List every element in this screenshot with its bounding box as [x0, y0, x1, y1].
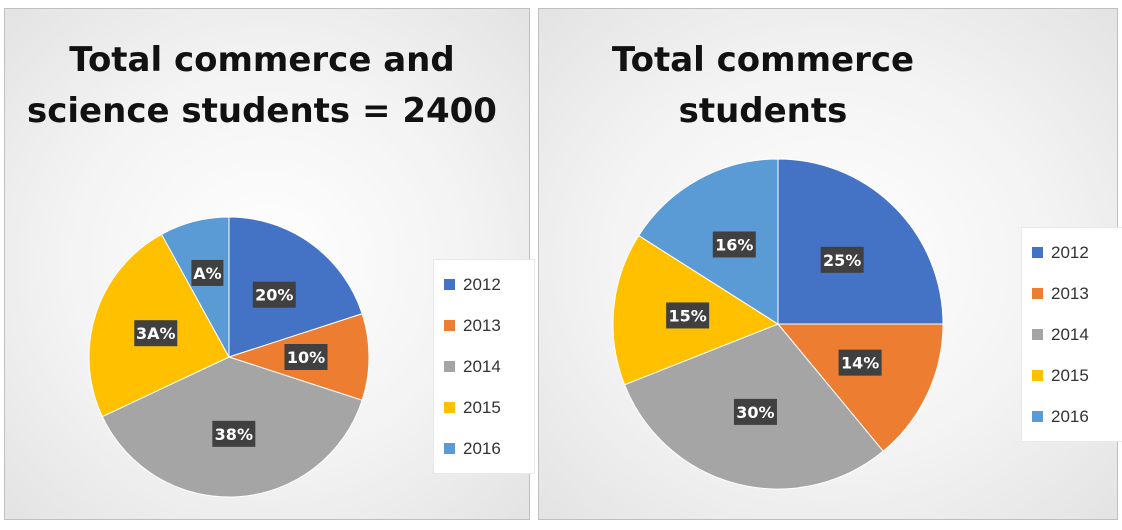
svg-text:16%: 16%	[715, 235, 753, 254]
legend-swatch	[1032, 370, 1043, 381]
chart-panel-right: Total commerce students 25% 14% 30% 15% 16% …	[538, 8, 1122, 520]
legend-swatch	[444, 320, 455, 331]
data-label-2015: 3A%	[134, 320, 178, 347]
data-label-2013: 14%	[838, 349, 882, 376]
legend-swatch	[1032, 411, 1043, 422]
legend-swatch	[444, 443, 455, 454]
svg-text:30%: 30%	[736, 403, 774, 422]
data-label-2015: 15%	[666, 302, 710, 329]
data-label-2014: 30%	[733, 398, 777, 425]
data-label-2013: 10%	[284, 344, 328, 370]
legend-item-2016: 2016	[1032, 396, 1112, 437]
chart-legend: 2012 2013 2014 2015 2016	[433, 259, 535, 474]
legend-swatch	[444, 361, 455, 372]
data-label-2016: 16%	[712, 231, 756, 258]
chart-title: Total commerce students	[611, 40, 915, 131]
legend-label: 2015	[463, 397, 501, 417]
legend-item-2012: 2012	[444, 264, 524, 305]
pie-slice-2016	[637, 158, 779, 325]
svg-text:3A%: 3A%	[136, 324, 176, 343]
data-label-2014: 38%	[212, 420, 256, 447]
legend-label: 2016	[463, 438, 501, 458]
legend-label: 2012	[1051, 242, 1089, 262]
data-label-2012: 25%	[820, 246, 864, 273]
legend-label: 2016	[1051, 406, 1089, 426]
svg-text:15%: 15%	[669, 306, 707, 325]
legend-swatch	[444, 402, 455, 413]
legend-item-2013: 2013	[1032, 273, 1112, 314]
legend-item-2016: 2016	[444, 428, 524, 469]
legend-item-2012: 2012	[1032, 232, 1112, 273]
legend-item-2015: 2015	[444, 387, 524, 428]
pie-slice-2013	[776, 323, 944, 452]
legend-swatch	[1032, 288, 1043, 299]
data-label-2016: A%	[191, 259, 224, 286]
svg-text:14%: 14%	[841, 354, 879, 373]
legend-swatch	[1032, 329, 1043, 340]
pie-slice-2016	[160, 216, 230, 358]
legend-label: 2013	[463, 315, 501, 335]
legend-label: 2015	[1051, 365, 1089, 385]
legend-swatch	[444, 279, 455, 290]
legend-item-2015: 2015	[1032, 355, 1112, 396]
data-label-2012: 20%	[252, 281, 296, 308]
chart-title: Total commerce and science students = 24…	[27, 40, 497, 131]
pie-chart: 20% 10% 38% 3A% A%	[88, 216, 370, 498]
chart-panel-left: Total commerce and science students = 24…	[4, 8, 535, 520]
legend-label: 2012	[463, 274, 501, 294]
svg-text:10%: 10%	[287, 348, 325, 367]
pie-chart: 25% 14% 30% 15% 16%	[612, 158, 944, 490]
legend-label: 2014	[463, 356, 501, 376]
legend-item-2014: 2014	[444, 346, 524, 387]
svg-text:A%: A%	[193, 264, 221, 283]
legend-swatch	[1032, 247, 1043, 258]
legend-label: 2014	[1051, 324, 1089, 344]
legend-item-2013: 2013	[444, 305, 524, 346]
legend-label: 2013	[1051, 283, 1089, 303]
svg-text:25%: 25%	[823, 251, 861, 270]
legend-item-2014: 2014	[1032, 314, 1112, 355]
pie-slice-2012	[777, 158, 944, 325]
chart-legend: 2012 2013 2014 2015 2016	[1021, 227, 1122, 442]
svg-text:20%: 20%	[255, 286, 293, 305]
svg-text:38%: 38%	[215, 425, 253, 444]
